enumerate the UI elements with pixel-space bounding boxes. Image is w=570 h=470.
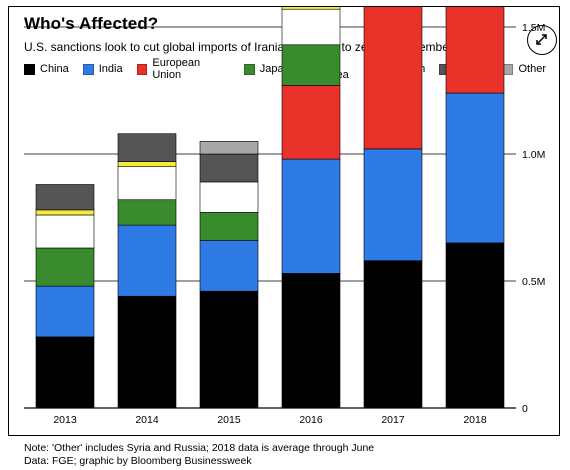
- x-tick-label: 2014: [135, 414, 159, 426]
- stacked-bar-chart: 2.5M barrels/day00.5M1.0M1.5M2.0M2013201…: [8, 6, 560, 436]
- bar-segment: [35, 285, 95, 338]
- bar-segment: [199, 153, 259, 183]
- legend-swatch: [82, 63, 94, 75]
- bar-segment: [363, 260, 423, 409]
- expand-arrows-icon: [536, 34, 547, 45]
- chart-notes: Note: 'Other' includes Syria and Russia;…: [24, 442, 374, 468]
- bar-segment: [117, 224, 177, 297]
- legend-swatch: [24, 63, 35, 75]
- bar-segment: [199, 240, 259, 292]
- legend-item: China: [24, 63, 69, 75]
- bar-segment: [363, 148, 423, 261]
- bar-segment: [199, 181, 259, 213]
- bar-segment: [281, 273, 341, 409]
- bar-segment: [35, 336, 95, 409]
- bar-segment: [363, 6, 423, 150]
- bar-segment: [281, 8, 341, 46]
- y-tick-label: 1.5M: [522, 22, 545, 34]
- bar-segment: [281, 158, 341, 274]
- card-border: [8, 6, 560, 436]
- bar-segment: [281, 85, 341, 160]
- bar-segment: [35, 184, 95, 211]
- note-line: Note: 'Other' includes Syria and Russia;…: [24, 442, 375, 454]
- x-tick-label: 2016: [299, 414, 323, 426]
- bar-segment: [199, 141, 259, 155]
- y-tick-label: 0: [522, 403, 528, 415]
- legend-item: European Union: [136, 57, 230, 81]
- bar-segment: [117, 295, 177, 409]
- legend-swatch: [136, 63, 148, 75]
- chart-title: Who's Affected?: [24, 14, 159, 33]
- source-line: Data: FGE; graphic by Bloomberg Business…: [24, 455, 252, 467]
- x-tick-label: 2017: [381, 414, 405, 426]
- expand-button[interactable]: [527, 25, 557, 55]
- bar-segment: [117, 161, 177, 167]
- bar-segment: [199, 212, 259, 241]
- legend-swatch: [243, 63, 255, 75]
- x-tick-label: 2015: [217, 414, 241, 426]
- bar-segment: [117, 166, 177, 201]
- legend-label: Other: [518, 63, 546, 75]
- chart-subtitle: U.S. sanctions look to cut global import…: [24, 40, 453, 54]
- chart-card: Who's Affected? U.S. sanctions look to c…: [8, 6, 560, 467]
- bar-segment: [117, 199, 177, 226]
- bar-segment: [35, 209, 95, 216]
- bar-segment: [281, 44, 341, 86]
- legend-item: India: [82, 63, 123, 75]
- bar-segment: [445, 6, 505, 94]
- bar-segment: [199, 290, 259, 409]
- legend-label: European Union: [152, 57, 201, 81]
- x-tick-label: 2018: [463, 414, 487, 426]
- bar-segment: [445, 242, 505, 409]
- bar-segment: [35, 214, 95, 249]
- bar-segment: [35, 247, 95, 287]
- bar-segment: [445, 92, 505, 244]
- bar-segment: [117, 133, 177, 162]
- x-tick-label: 2013: [53, 414, 77, 426]
- y-tick-label: 0.5M: [522, 276, 545, 288]
- y-tick-label: 1.0M: [522, 149, 545, 161]
- legend-label: China: [40, 63, 69, 75]
- legend-label: India: [98, 63, 123, 75]
